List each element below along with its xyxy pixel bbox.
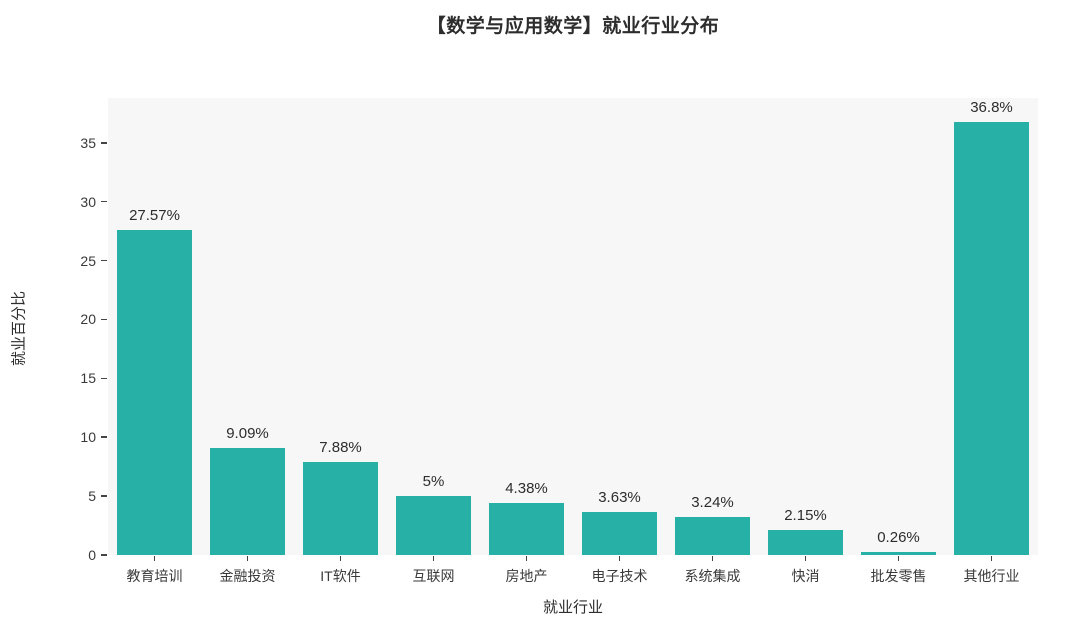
y-tick-mark [101,259,107,262]
bar-电子技术 [582,512,657,555]
y-tick-label: 0 [88,547,96,563]
x-category-label: 互联网 [412,568,455,584]
y-tick-label: 35 [80,134,96,151]
bar-value-label: 7.88% [319,439,362,457]
x-category-label: 金融投资 [219,568,276,584]
x-category-label: IT软件 [320,568,361,584]
x-tick-mark [525,555,528,561]
x-tick-mark [897,555,900,561]
x-tick-mark [339,555,342,561]
bar-value-label: 5% [422,473,445,491]
bar-value-label: 9.09% [226,424,269,442]
x-tick-mark [246,555,249,561]
bar-批发零售 [861,551,936,555]
x-axis-title: 就业行业 [542,599,603,616]
x-category-label: 房地产 [505,568,548,584]
y-tick-label: 10 [80,429,96,446]
y-tick-label: 20 [80,311,96,328]
bar-其他行业 [954,121,1029,555]
x-category-label: 快消 [791,568,820,584]
y-tick-label: 15 [80,370,96,387]
x-tick-mark [153,555,156,561]
y-tick-mark [101,377,107,380]
bar-金融投资 [210,447,285,555]
x-category-label: 电子技术 [591,568,648,584]
bar-快消 [768,529,843,555]
bar-教育培训 [117,230,192,555]
x-tick-mark [804,555,807,561]
bar-value-label: 0.26% [877,528,920,546]
bar-互联网 [396,496,471,555]
x-category-label: 批发零售 [870,568,927,584]
x-category-label: 系统集成 [684,568,741,584]
bar-value-label: 2.15% [784,506,827,524]
x-tick-mark [618,555,621,561]
x-tick-mark [711,555,714,561]
y-tick-mark [101,436,107,438]
x-tick-mark [990,555,993,561]
y-tick-mark [101,318,107,321]
x-tick-mark [432,555,435,561]
bar-房地产 [489,503,564,555]
y-tick-mark [101,142,107,144]
bar-系统集成 [675,516,750,555]
y-tick-label: 30 [80,193,96,210]
y-tick-mark [101,495,107,497]
bar-value-label: 4.38% [505,480,548,498]
y-axis-title: 就业百分比 [10,291,28,367]
y-tick-label: 25 [80,252,96,269]
y-tick-label: 5 [88,488,96,505]
y-tick-mark [101,200,107,203]
bar-IT软件 [303,462,378,555]
x-category-label: 其他行业 [963,568,1020,584]
chart-title: 【数学与应用数学】就业行业分布 [426,16,720,37]
plot-area [108,98,1038,555]
bar-value-label: 3.24% [691,493,734,511]
y-tick-mark [101,554,107,556]
bar-value-label: 36.8% [970,98,1013,116]
bar-value-label: 27.57% [129,207,180,225]
x-category-label: 教育培训 [126,568,183,584]
bar-value-label: 3.63% [598,489,641,507]
